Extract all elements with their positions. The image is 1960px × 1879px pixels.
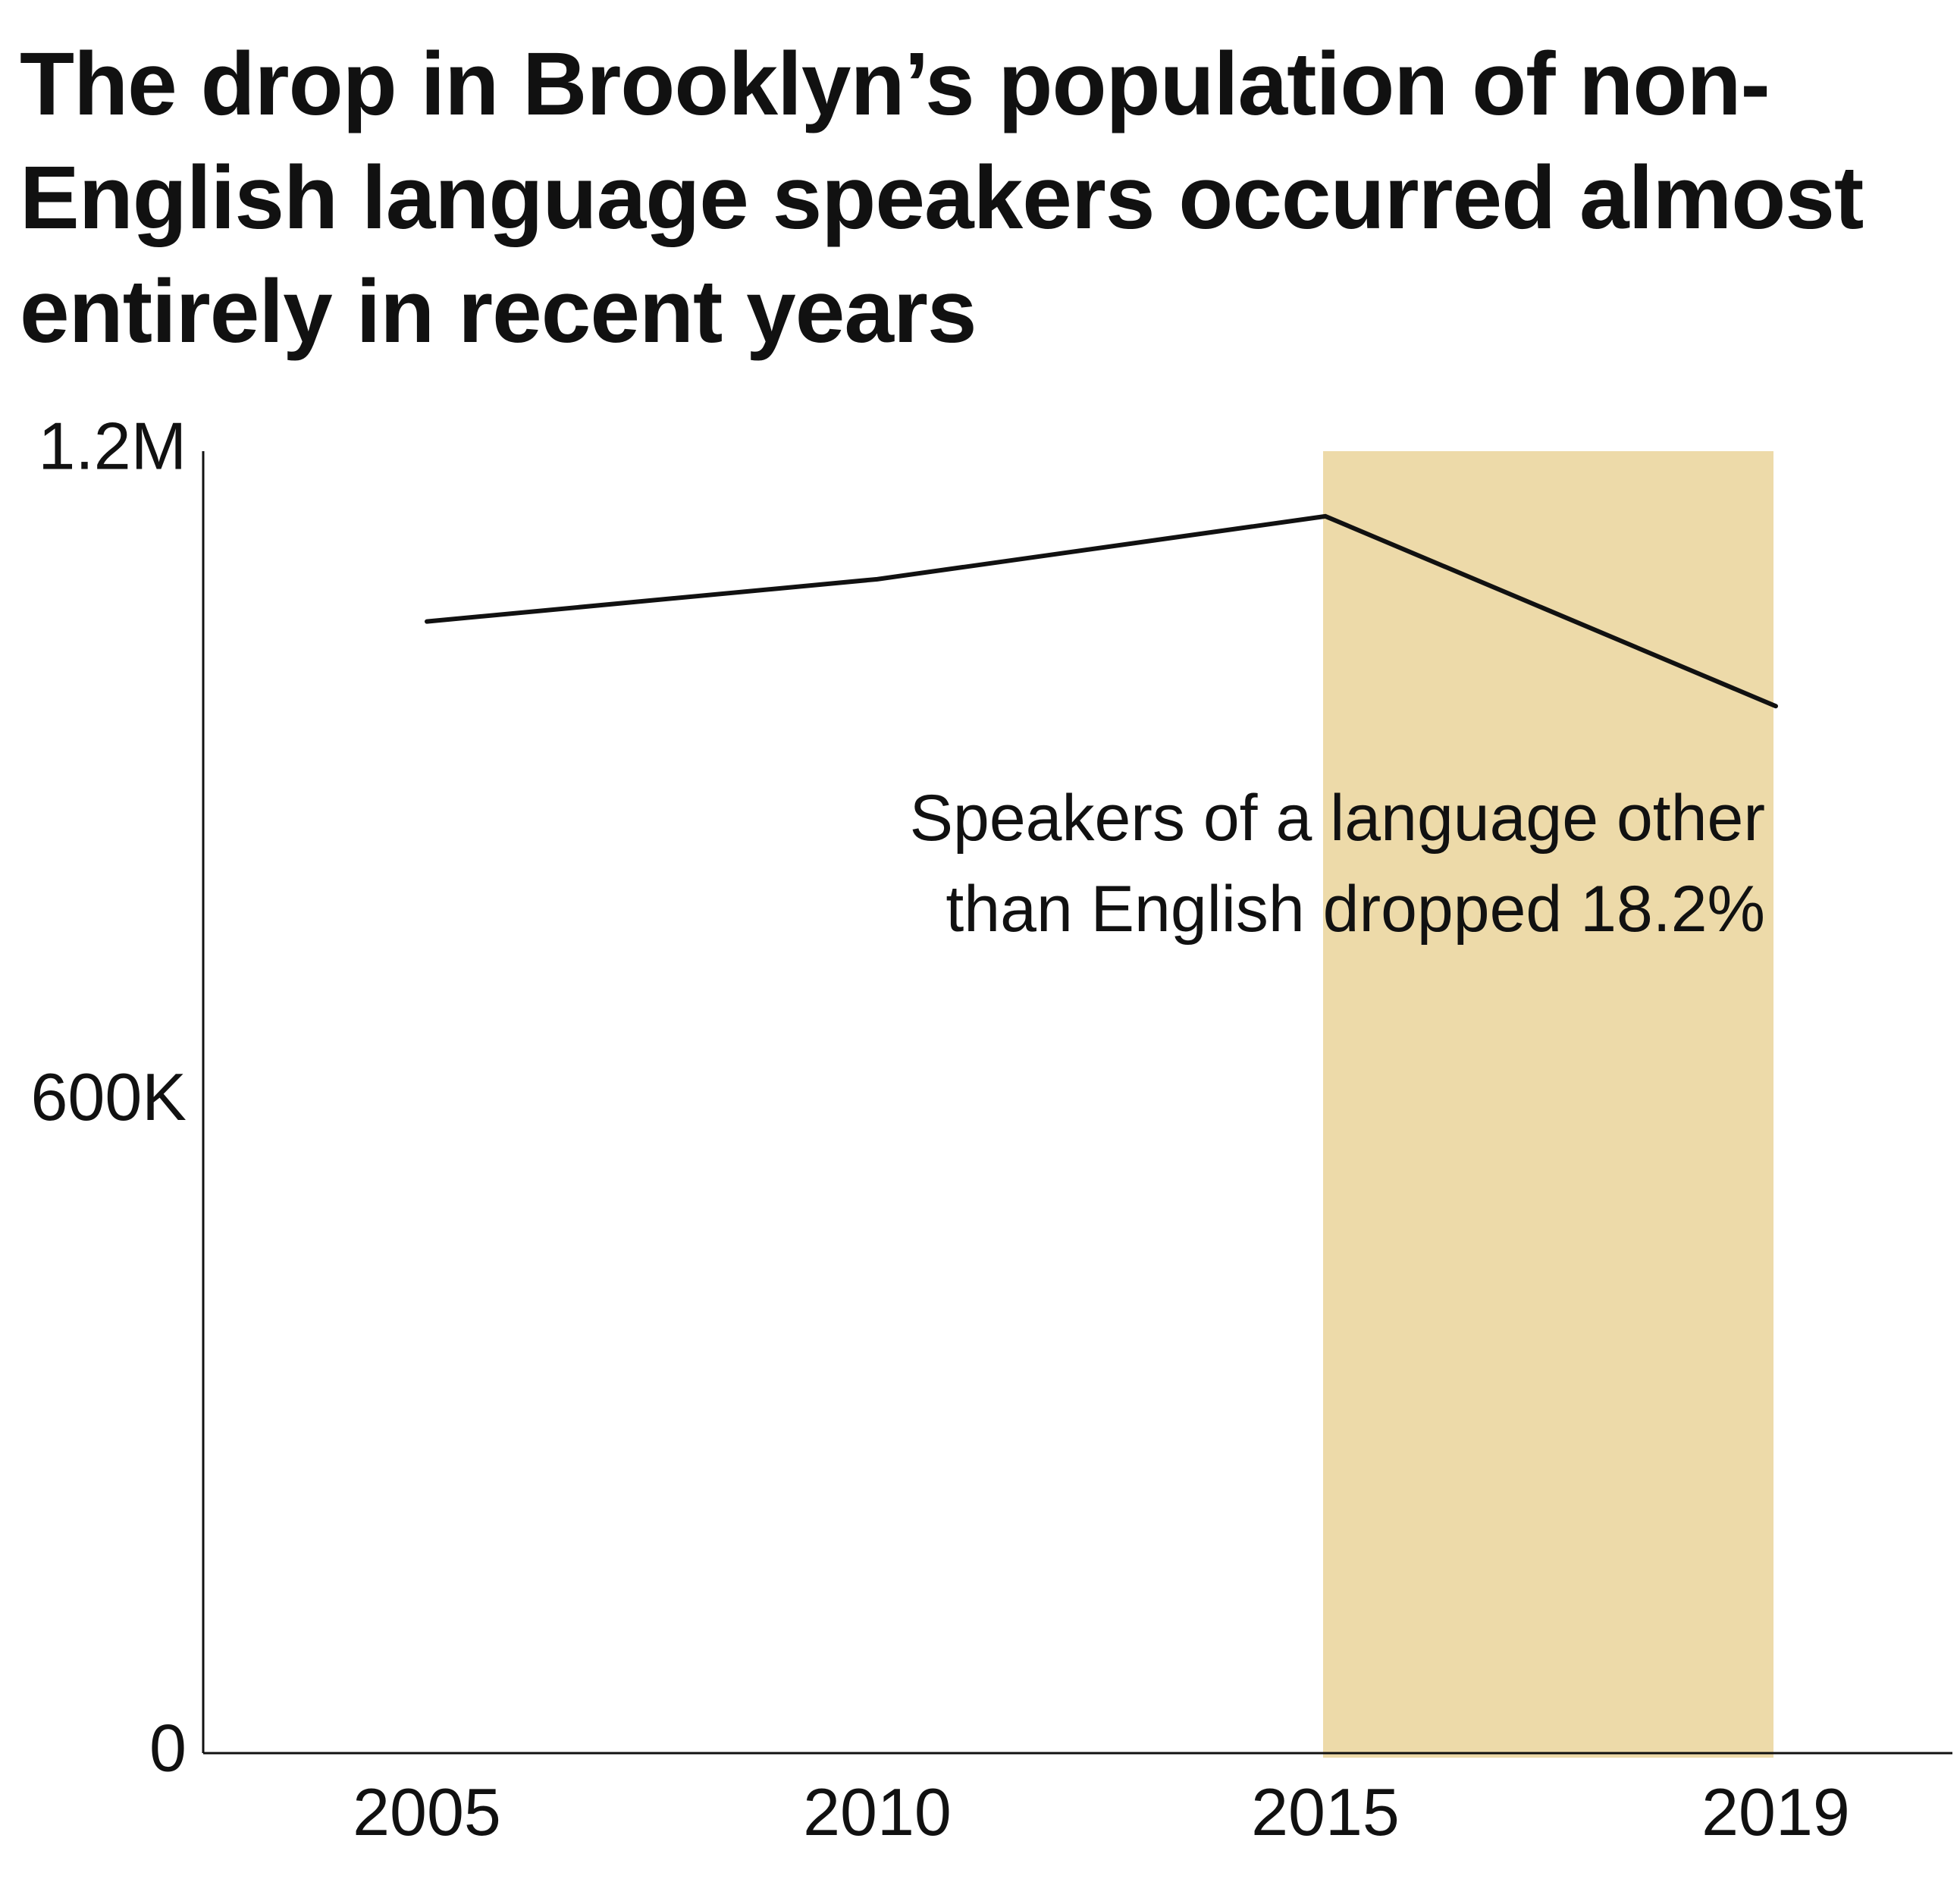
y-tick-label: 1.2M — [38, 408, 187, 483]
axes-layer — [202, 451, 1952, 1755]
x-tick-label: 2015 — [1251, 1774, 1400, 1849]
x-tick-label: 2019 — [1701, 1774, 1850, 1849]
annotation-line: than English dropped 18.2% — [946, 873, 1765, 946]
x-tick-label: 2010 — [803, 1774, 952, 1849]
highlight-band-2015-2019 — [1323, 451, 1773, 1758]
y-tick-label: 600K — [30, 1059, 187, 1134]
x-tick-label: 2005 — [353, 1774, 501, 1849]
highlight-layer — [1323, 451, 1773, 1758]
series-layer — [425, 513, 1778, 709]
y-tick-label: 0 — [149, 1710, 187, 1785]
annotation-line: Speakers of a language other — [910, 782, 1765, 855]
labels-layer: 0 600K 1.2M 2005 2010 2015 2019 — [30, 408, 1849, 1849]
annotation-layer: Speakers of a language other than English… — [910, 782, 1765, 946]
series-line — [425, 513, 1778, 709]
chart-title: The drop in Brooklyn’s population of non… — [20, 34, 1864, 362]
